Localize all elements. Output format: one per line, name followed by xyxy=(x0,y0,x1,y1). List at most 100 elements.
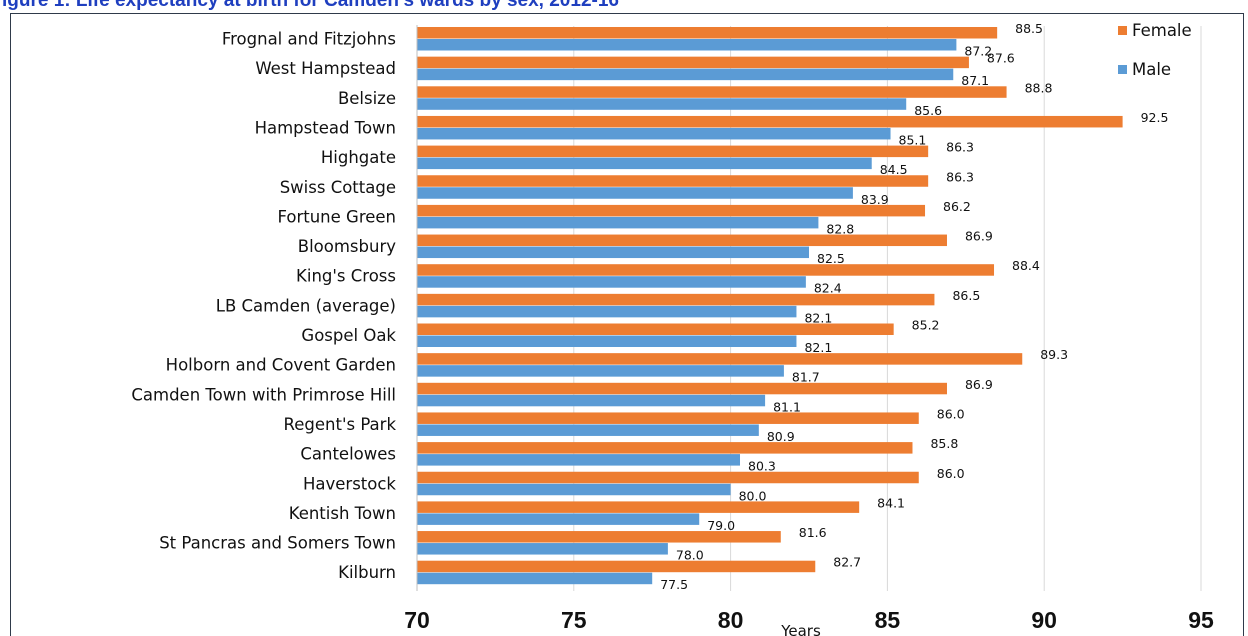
male-bar xyxy=(417,543,668,555)
male-bar xyxy=(417,187,853,199)
male-bar xyxy=(417,572,653,585)
x-tick-label: 95 xyxy=(1188,607,1214,633)
male-value-label: 82.4 xyxy=(814,281,842,296)
male-value-label: 81.1 xyxy=(773,399,801,414)
female-value-label: 88.5 xyxy=(1015,21,1043,36)
male-value-label: 82.1 xyxy=(804,340,832,355)
male-value-label: 80.0 xyxy=(739,488,767,503)
female-bar xyxy=(417,293,935,306)
category-label: Camden Town with Primrose Hill xyxy=(131,385,396,404)
female-bar xyxy=(417,531,781,543)
male-bar xyxy=(417,305,797,318)
category-label: St Pancras and Somers Town xyxy=(159,534,396,553)
chart-title-svg: igure 1: Life expectancy at birth for Ca… xyxy=(2,0,619,11)
male-value-label: 81.7 xyxy=(792,370,820,385)
male-value-label: 82.8 xyxy=(826,221,854,236)
male-bar xyxy=(417,157,872,170)
x-tick-label: 85 xyxy=(875,607,901,633)
female-bar xyxy=(417,175,929,187)
x-axis-title: Years xyxy=(780,622,821,636)
category-label: Haverstock xyxy=(303,474,396,493)
male-value-label: 87.1 xyxy=(961,73,989,88)
male-value-label: 87.2 xyxy=(964,44,992,59)
female-bar xyxy=(417,115,1123,128)
category-label: Kentish Town xyxy=(289,504,396,523)
male-bar xyxy=(417,216,819,229)
female-value-label: 87.6 xyxy=(987,51,1015,66)
male-value-label: 82.5 xyxy=(817,251,845,266)
female-bar xyxy=(417,382,947,395)
male-bar xyxy=(417,335,797,347)
male-bar xyxy=(417,98,907,110)
female-bar xyxy=(417,145,929,158)
x-tick-label: 90 xyxy=(1031,607,1057,633)
chart-title-strip: igure 1: Life expectancy at birth for Ca… xyxy=(0,0,1248,12)
female-bar xyxy=(417,27,998,39)
male-bar xyxy=(417,394,766,407)
category-label: West Hampstead xyxy=(255,59,396,78)
category-label: Hampstead Town xyxy=(255,118,396,137)
legend-swatch xyxy=(1118,65,1127,74)
male-bar xyxy=(417,454,741,466)
category-label: Cantelowes xyxy=(300,445,396,464)
male-value-label: 80.3 xyxy=(748,459,776,474)
legend-swatch xyxy=(1118,26,1127,35)
category-label: Fortune Green xyxy=(277,207,396,226)
female-value-label: 92.5 xyxy=(1141,110,1169,125)
category-label: Bloomsbury xyxy=(298,237,396,256)
male-bar xyxy=(417,483,731,496)
male-value-label: 85.6 xyxy=(914,103,942,118)
female-bar xyxy=(417,234,947,247)
female-value-label: 86.2 xyxy=(943,199,971,214)
female-value-label: 85.2 xyxy=(912,318,940,333)
female-bar xyxy=(417,264,995,276)
category-label: Highgate xyxy=(321,148,396,167)
category-label: Kilburn xyxy=(338,563,396,582)
female-bar xyxy=(417,471,919,484)
female-bar xyxy=(417,442,913,454)
legend-label: Male xyxy=(1132,60,1171,79)
female-value-label: 88.4 xyxy=(1012,258,1040,273)
male-value-label: 77.5 xyxy=(660,577,688,592)
female-value-label: 86.3 xyxy=(946,169,974,184)
male-value-label: 84.5 xyxy=(880,162,908,177)
male-bar xyxy=(417,127,891,140)
female-value-label: 86.3 xyxy=(946,140,974,155)
female-value-label: 84.1 xyxy=(877,495,905,510)
male-bar xyxy=(417,246,809,259)
female-value-label: 82.7 xyxy=(833,555,861,570)
category-label: Regent's Park xyxy=(284,415,397,434)
female-value-label: 86.9 xyxy=(965,229,993,244)
male-bar xyxy=(417,276,806,288)
male-value-label: 78.0 xyxy=(676,548,704,563)
male-bar xyxy=(417,39,957,51)
female-bar xyxy=(417,501,860,513)
category-label: King's Cross xyxy=(296,267,396,286)
female-bar xyxy=(417,56,969,69)
male-bar xyxy=(417,513,700,525)
female-value-label: 86.9 xyxy=(965,377,993,392)
category-label: Belsize xyxy=(338,89,396,108)
x-tick-label: 70 xyxy=(404,607,430,633)
female-bar xyxy=(417,412,919,424)
x-tick-label: 75 xyxy=(561,607,587,633)
male-bar xyxy=(417,424,759,436)
male-value-label: 83.9 xyxy=(861,192,889,207)
female-value-label: 86.0 xyxy=(937,466,965,481)
female-value-label: 85.8 xyxy=(930,436,958,451)
male-value-label: 79.0 xyxy=(707,518,735,533)
female-value-label: 88.8 xyxy=(1025,80,1053,95)
female-value-label: 89.3 xyxy=(1040,347,1068,362)
female-bar xyxy=(417,204,926,217)
category-label: Gospel Oak xyxy=(301,326,396,345)
female-bar xyxy=(417,560,816,573)
female-value-label: 86.5 xyxy=(952,288,980,303)
female-bar xyxy=(417,323,894,335)
category-label: Holborn and Covent Garden xyxy=(166,356,396,375)
x-tick-label: 80 xyxy=(718,607,744,633)
male-value-label: 82.1 xyxy=(804,310,832,325)
category-label: Swiss Cottage xyxy=(280,178,396,197)
female-bar xyxy=(417,353,1023,365)
chart-title: igure 1: Life expectancy at birth for Ca… xyxy=(2,0,619,11)
male-bar xyxy=(417,68,954,81)
